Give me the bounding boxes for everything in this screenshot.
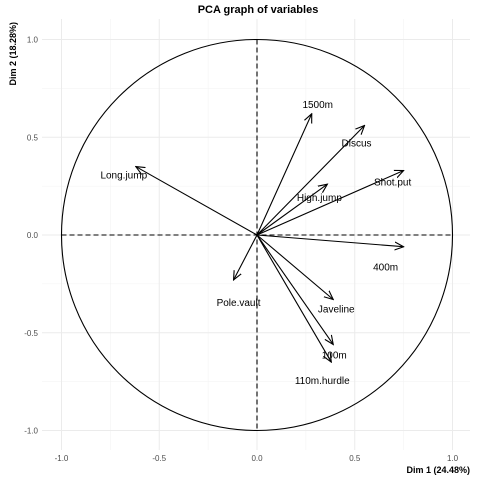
variable-label: 400m [373,263,398,274]
variable-arrow [256,184,327,236]
x-tick-label: 0.5 [349,454,361,463]
variable-arrow [256,114,312,236]
variable-label: Javeline [318,305,355,316]
x-tick-label: -0.5 [152,454,166,463]
chart-title: PCA graph of variables [198,4,319,16]
y-tick-label: -0.5 [24,329,38,338]
y-tick-label: 0.5 [27,133,39,142]
y-tick-label: -1.0 [24,427,38,436]
variable-label: Pole.vault [217,298,261,309]
x-axis-title: Dim 1 (24.48%) [406,465,470,475]
variable-arrow [256,234,333,344]
variable-label: 100m [322,350,347,361]
x-tick-label: 0.0 [251,454,263,463]
variable-arrow [256,234,404,247]
variable-label: 1500m [302,100,333,111]
variable-arrow [256,234,331,362]
variable-label: Long.jump [100,171,147,182]
variable-label: Discus [342,139,372,150]
variable-arrow [136,167,258,236]
variable-label: High.jump [297,193,342,204]
y-tick-label: 0.0 [27,231,39,240]
variable-arrow [256,234,333,300]
y-axis-title: Dim 2 (18.28%) [8,22,18,86]
variable-arrow [256,126,365,236]
variable-arrow [256,170,404,236]
variable-label: 110m.hurdle [295,376,350,387]
variable-arrow [234,234,258,280]
variable-label: Shot.put [374,177,411,188]
x-tick-label: -1.0 [55,454,69,463]
x-tick-label: 1.0 [447,454,459,463]
y-tick-label: 1.0 [27,36,39,45]
